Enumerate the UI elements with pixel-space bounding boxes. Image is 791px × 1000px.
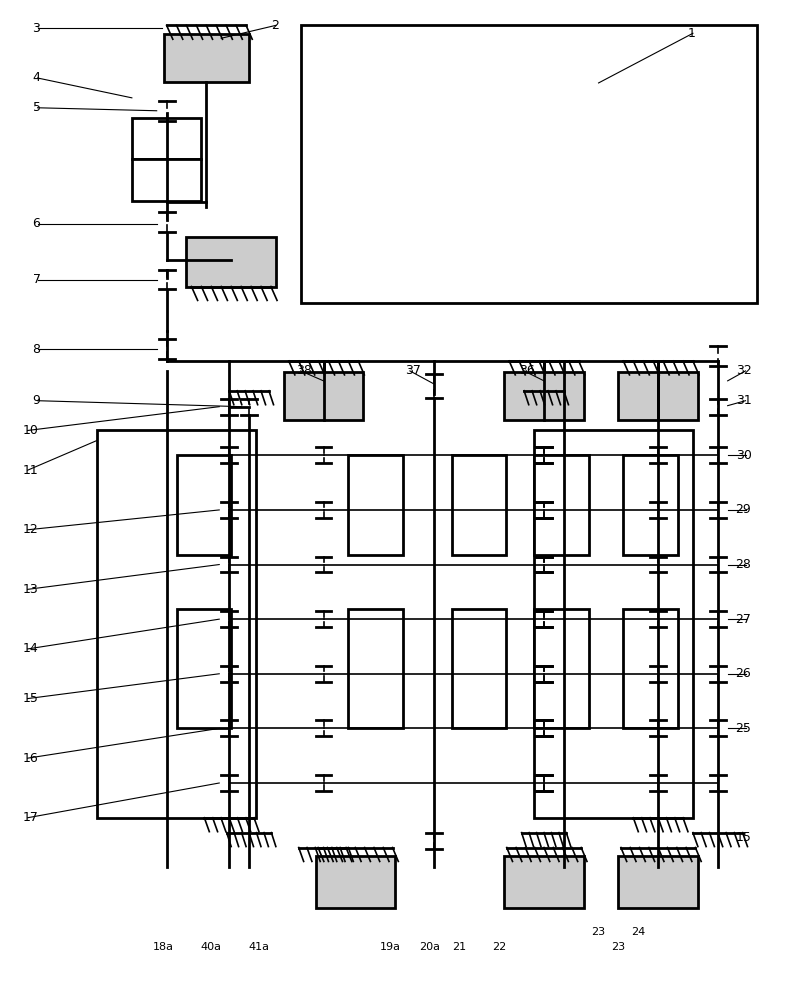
Text: 30: 30 [736,449,751,462]
Text: 3: 3 [32,22,40,35]
Text: 7: 7 [32,273,40,286]
Text: 38: 38 [296,364,312,377]
Text: 16: 16 [23,752,39,765]
Bar [504,856,584,908]
Bar [316,856,395,908]
Bar [97,430,256,818]
Bar [348,455,403,555]
Text: 23: 23 [592,927,606,937]
Text: 15: 15 [736,831,751,844]
Bar [619,372,698,420]
Text: 18a: 18a [153,942,174,952]
Bar [348,609,403,728]
Text: 25: 25 [736,722,751,735]
Bar [284,372,363,420]
Text: 23: 23 [611,942,626,952]
Text: 4: 4 [32,71,40,84]
Text: 11: 11 [23,464,39,477]
Bar [623,609,678,728]
Text: 41a: 41a [248,942,270,952]
Text: 12: 12 [23,523,39,536]
Text: 1: 1 [688,27,696,40]
Text: 36: 36 [519,364,535,377]
Bar [534,455,589,555]
Bar [301,25,758,303]
Bar [187,237,276,287]
Text: 27: 27 [736,613,751,626]
Bar [452,609,506,728]
Text: 5: 5 [32,101,40,114]
Text: 8: 8 [32,343,40,356]
Text: 21: 21 [452,942,467,952]
Bar [452,455,506,555]
Text: 22: 22 [492,942,506,952]
Bar [132,159,202,201]
Text: 13: 13 [23,583,39,596]
Text: 32: 32 [736,364,751,377]
Text: 28: 28 [736,558,751,571]
Text: 37: 37 [405,364,421,377]
Bar [165,34,248,82]
Bar [176,455,231,555]
Bar [176,609,231,728]
Text: 19a: 19a [380,942,400,952]
Text: 15: 15 [23,692,39,705]
Text: 9: 9 [32,394,40,407]
Text: 26: 26 [736,667,751,680]
Text: 6: 6 [32,217,40,230]
Text: 40a: 40a [201,942,221,952]
Bar [132,118,202,159]
Text: 2: 2 [271,19,278,32]
Bar [619,856,698,908]
Text: 14: 14 [23,642,39,655]
Bar [534,609,589,728]
Text: 17: 17 [23,811,39,824]
Bar [623,455,678,555]
Text: 10: 10 [23,424,39,437]
Text: 24: 24 [631,927,645,937]
Text: 31: 31 [736,394,751,407]
Text: 29: 29 [736,503,751,516]
Bar [504,372,584,420]
Text: 20a: 20a [419,942,441,952]
Bar [534,430,693,818]
